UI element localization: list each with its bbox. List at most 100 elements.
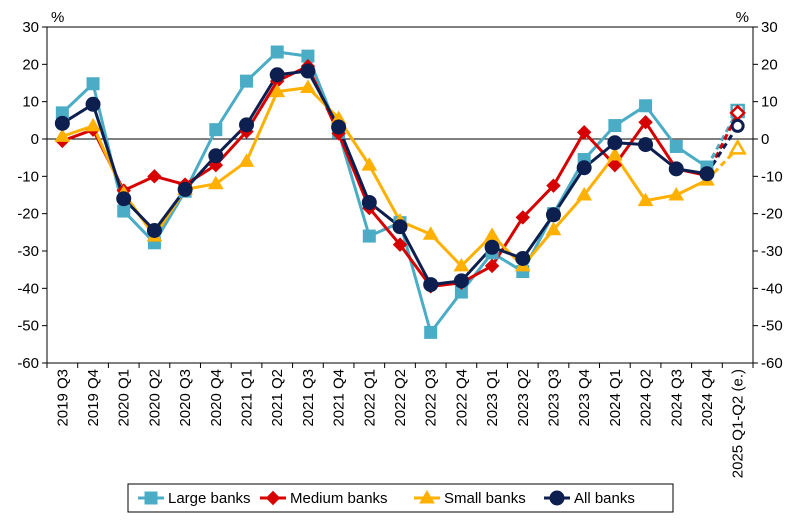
data-point-all-banks	[85, 96, 101, 112]
data-point-small-banks	[637, 192, 654, 207]
x-tick-label: 2024 Q4	[699, 369, 716, 427]
series-line-medium-banks	[61, 64, 708, 288]
legend-marker-large-banks	[144, 491, 158, 505]
y-tick-label-right: 10	[761, 94, 778, 111]
y-tick-label-left: -10	[17, 168, 39, 185]
x-tick-label: 2022 Q2	[392, 369, 409, 427]
y-tick-label-right: 20	[761, 56, 778, 73]
data-point-medium-banks	[576, 125, 592, 140]
x-tick-label: 2024 Q1	[607, 369, 624, 427]
y-tick-label-left: -40	[17, 280, 39, 297]
series-line-estimate-small-banks	[705, 147, 739, 182]
data-point-large-banks	[86, 77, 100, 91]
data-point-large-banks	[362, 229, 376, 243]
data-point-all-banks	[361, 194, 377, 210]
data-point-small-banks	[269, 83, 286, 98]
data-point-all-banks	[331, 119, 347, 135]
data-point-all-banks	[730, 118, 745, 133]
y-tick-label-left: 0	[31, 131, 39, 148]
x-tick-label: 2023 Q1	[484, 369, 501, 427]
x-tick-label: 2021 Q3	[300, 369, 317, 427]
x-tick-label: 2021 Q1	[239, 369, 256, 427]
series-line-small-banks	[61, 85, 708, 268]
data-point-all-banks	[638, 137, 654, 153]
y-tick-label-right: -50	[761, 318, 783, 335]
series-line-all-banks	[61, 69, 708, 287]
x-tick-label: 2020 Q2	[146, 369, 163, 427]
data-point-all-banks	[392, 219, 408, 235]
x-tick-label: 2024 Q2	[638, 369, 655, 427]
data-point-all-banks	[300, 63, 316, 79]
data-point-small-banks	[361, 157, 378, 171]
data-point-all-banks	[146, 222, 162, 238]
data-point-large-banks	[240, 74, 254, 88]
series-lines	[61, 50, 739, 334]
x-tick-label: 2021 Q2	[269, 369, 286, 427]
data-point-all-banks	[607, 135, 623, 151]
data-point-small-banks	[85, 117, 101, 132]
data-point-small-banks	[422, 226, 439, 240]
y-tick-label-right: -10	[761, 168, 783, 185]
data-point-large-banks	[608, 119, 622, 133]
data-point-large-banks	[639, 99, 653, 113]
data-point-all-banks	[453, 273, 469, 289]
data-point-all-banks	[576, 160, 592, 176]
data-point-medium-banks	[515, 210, 530, 225]
data-point-small-banks	[238, 153, 255, 167]
x-tick-label: 2023 Q4	[576, 369, 593, 427]
data-point-medium-banks	[484, 258, 500, 274]
x-tick-label: 2023 Q2	[515, 369, 532, 427]
legend-label-small-banks: Small banks	[444, 490, 526, 507]
x-tick-label: 2024 Q3	[668, 369, 685, 427]
data-point-small-banks	[668, 187, 685, 201]
x-tick-label: 2022 Q4	[453, 369, 470, 427]
data-point-large-banks	[209, 123, 223, 137]
plot-area	[46, 26, 754, 364]
data-point-small-banks	[207, 175, 224, 190]
data-point-medium-banks	[147, 169, 162, 184]
y-tick-label-right: -20	[761, 206, 783, 223]
x-tick-label: 2025 Q1-Q2 (e.)	[730, 369, 747, 478]
legend-label-all-banks: All banks	[574, 490, 635, 507]
y-unit-left: %	[51, 9, 64, 26]
y-tick-label-right: 0	[761, 131, 769, 148]
x-tick-label: 2022 Q3	[423, 369, 440, 427]
data-point-all-banks	[269, 67, 285, 83]
y-tick-label-right: 30	[761, 19, 778, 36]
data-point-all-banks	[515, 250, 531, 266]
legend-marker-small-banks	[419, 490, 435, 504]
data-point-all-banks	[239, 117, 255, 133]
data-point-all-banks	[668, 161, 684, 177]
axes: -60 -60 -50 -50 -40 -40 -30 -30 -20 -20 -10 -10 0 0 10…	[17, 9, 782, 478]
y-tick-label-left: -60	[17, 355, 39, 372]
data-point-all-banks	[545, 207, 561, 223]
series-line-large-banks	[61, 50, 708, 334]
data-point-all-banks	[208, 148, 224, 164]
data-point-small-banks	[606, 147, 623, 161]
data-point-large-banks	[270, 45, 284, 59]
y-tick-label-left: -50	[17, 318, 39, 335]
y-tick-label-left: 20	[22, 56, 39, 73]
data-point-small-banks	[576, 187, 593, 201]
data-point-all-banks	[54, 115, 70, 131]
data-point-small-banks	[545, 221, 562, 236]
y-tick-label-left: -30	[17, 243, 39, 260]
data-point-all-banks	[484, 239, 500, 255]
series-markers	[54, 45, 747, 339]
y-tick-label-left: -20	[17, 206, 39, 223]
data-point-small-banks	[300, 79, 316, 93]
y-tick-label-right: -40	[761, 280, 783, 297]
data-point-small-banks	[484, 227, 500, 241]
x-tick-label: 2020 Q3	[177, 369, 194, 427]
data-point-small-banks	[453, 257, 470, 272]
x-tick-label: 2019 Q3	[54, 369, 71, 427]
data-point-large-banks	[424, 325, 438, 339]
x-tick-label: 2021 Q4	[331, 369, 348, 427]
data-point-large-banks	[117, 204, 131, 218]
data-point-all-banks	[423, 277, 439, 293]
data-point-all-banks	[699, 166, 715, 182]
legend-marker-all-banks	[549, 490, 565, 506]
legend-marker-medium-banks	[265, 490, 281, 506]
y-tick-label-left: 30	[22, 19, 39, 36]
